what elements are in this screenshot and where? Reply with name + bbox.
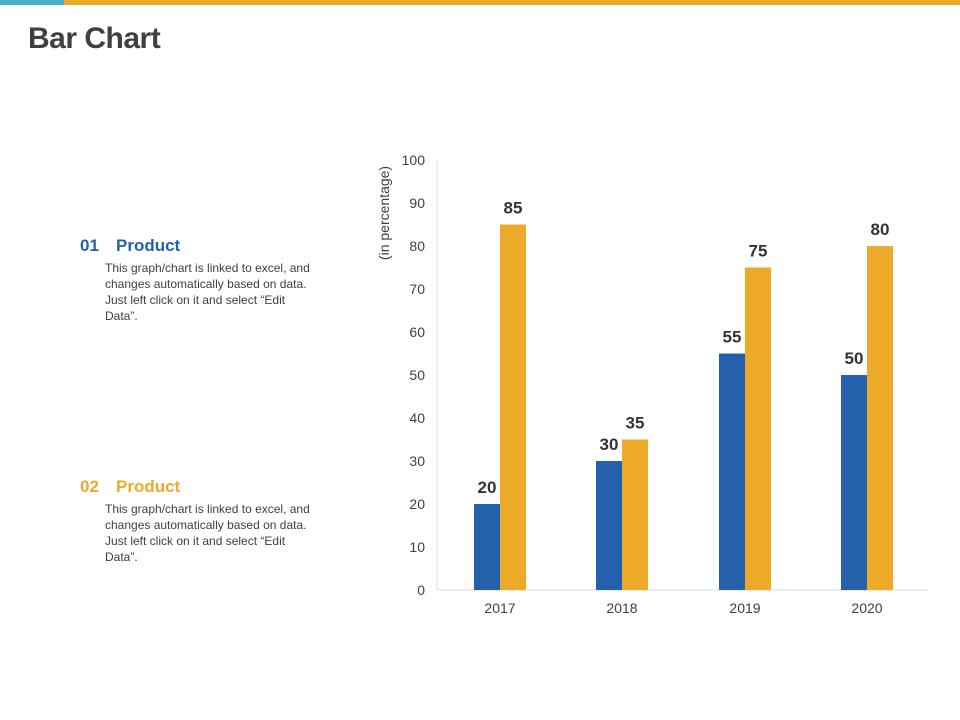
- data-label-series-2-2019: 75: [749, 242, 768, 261]
- y-tick-label: 0: [417, 582, 425, 598]
- x-tick-label: 2019: [729, 600, 760, 616]
- y-tick-label: 40: [409, 410, 425, 426]
- y-tick-label: 70: [409, 281, 425, 297]
- bar-series-2-2017: [500, 224, 526, 590]
- y-tick-label: 80: [409, 238, 425, 254]
- legend-number: 01: [80, 236, 99, 255]
- legend-description: This graph/chart is linked to excel, and…: [105, 261, 310, 323]
- data-label-series-1-2020: 50: [845, 349, 864, 368]
- y-tick-label: 90: [409, 195, 425, 211]
- data-label-series-1-2017: 20: [478, 478, 497, 497]
- top-accent-teal: [0, 0, 64, 5]
- y-tick-label: 100: [402, 152, 426, 168]
- data-label-series-2-2018: 35: [626, 414, 645, 433]
- data-label-series-2-2017: 85: [504, 199, 523, 218]
- legend-label: Product: [116, 477, 181, 496]
- data-label-series-1-2019: 55: [723, 328, 742, 347]
- page-title: Bar Chart: [28, 22, 161, 55]
- data-label-series-1-2018: 30: [600, 435, 619, 454]
- legend-item-product-01: 01 Product This graph/chart is linked to …: [80, 236, 340, 324]
- x-tick-label: 2020: [851, 600, 882, 616]
- bar-series-1-2020: [841, 375, 867, 590]
- x-tick-label: 2017: [484, 600, 515, 616]
- bar-series-2-2020: [867, 246, 893, 590]
- y-tick-label: 60: [409, 324, 425, 340]
- legend-number: 02: [80, 477, 99, 496]
- legend-label: Product: [116, 236, 181, 255]
- data-label-series-2-2020: 80: [871, 220, 890, 239]
- y-tick-label: 30: [409, 453, 425, 469]
- y-tick-label: 20: [409, 496, 425, 512]
- top-accent-gold: [64, 0, 960, 5]
- y-tick-label: 50: [409, 367, 425, 383]
- y-tick-label: 10: [409, 539, 425, 555]
- legend-description: This graph/chart is linked to excel, and…: [105, 502, 310, 564]
- bar-series-1-2019: [719, 353, 745, 590]
- y-axis-label: (in percentage): [376, 166, 392, 260]
- bar-series-2-2018: [622, 439, 648, 590]
- legend-heading-02: 02 Product: [80, 477, 340, 497]
- legend-heading-01: 01 Product: [80, 236, 340, 256]
- bar-series-2-2019: [745, 267, 771, 590]
- bar-series-1-2017: [474, 504, 500, 590]
- bar-series-1-2018: [596, 461, 622, 590]
- x-tick-label: 2018: [606, 600, 637, 616]
- top-accent-bar: [0, 0, 960, 5]
- legend-item-product-02: 02 Product This graph/chart is linked to …: [80, 477, 340, 565]
